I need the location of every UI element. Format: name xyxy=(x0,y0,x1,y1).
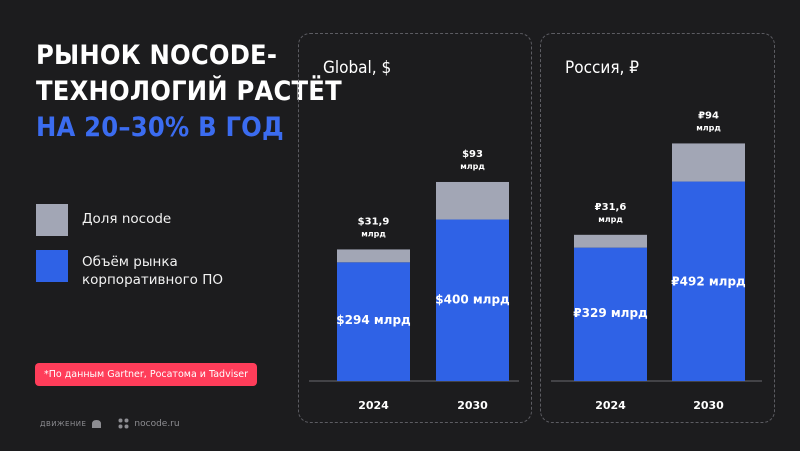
source-badge: *По данным Gartner, Росатома и Tadviser xyxy=(35,363,258,386)
chart-panel-russia: Россия, ₽ ₽329 млрд ₽31,6 млрд 2024 ₽492 млр… xyxy=(540,33,775,423)
bar-nocode-2030 xyxy=(672,143,745,182)
legend-item-nocode: Доля nocode xyxy=(36,204,252,236)
chart-title-global: Global, $ xyxy=(323,58,392,78)
bar-nocode-2030 xyxy=(436,181,509,220)
data-label-market-2030: $400 млрд xyxy=(435,292,510,306)
tick-label-2030: 2030 xyxy=(693,399,724,412)
bar-market-2030 xyxy=(672,181,745,381)
nocode-wordmark: nocode.ru xyxy=(134,418,180,429)
footer-logo-dvizhenie: ДВИЖЕНИЕ xyxy=(40,419,102,429)
legend-label-nocode: Доля nocode xyxy=(82,211,172,227)
chart-global: $294 млрд $31,9 млрд 2024 $400 млрд $93 млрд 20… xyxy=(309,149,519,412)
data-label-nocode-2024: $31,9 млрд xyxy=(358,216,390,238)
bar-nocode-2024 xyxy=(337,249,410,263)
data-label-nocode-2024: ₽31,6 млрд xyxy=(595,202,627,224)
title-line-2: ТЕХНОЛОГИЙ РАСТЁТ xyxy=(36,76,342,107)
legend-swatch-market xyxy=(36,250,68,282)
bar-market-2024 xyxy=(337,262,410,381)
legend-swatch-nocode xyxy=(36,204,68,236)
chart-russia: ₽329 млрд ₽31,6 млрд 2024 ₽492 млрд ₽94 млрд 20… xyxy=(551,110,762,412)
title-line-3: НА 20–30% В ГОД xyxy=(36,112,284,143)
bar-market-2024 xyxy=(574,247,647,381)
legend-label-market: Объём рынка корпоративного ПО xyxy=(82,254,224,288)
data-label-market-2030: ₽492 млрд xyxy=(671,274,746,288)
dvizhenie-logo-icon xyxy=(92,419,102,428)
tick-label-2024: 2024 xyxy=(358,399,389,412)
data-label-market-2024: $294 млрд xyxy=(336,313,411,327)
chart-title-russia: Россия, ₽ xyxy=(565,58,639,78)
bar-nocode-2024 xyxy=(574,234,647,248)
bar-market-2030 xyxy=(436,219,509,381)
data-label-nocode-2030: $93 млрд xyxy=(460,149,485,171)
footer: ДВИЖЕНИЕ nocode.ru xyxy=(40,418,180,429)
legend-item-market: Объём рынка корпоративного ПО xyxy=(36,250,252,289)
chart-panel-global: Global, $ $294 млрд $31,9 млрд 2024 $400 млр… xyxy=(298,33,532,423)
data-label-nocode-2030: ₽94 млрд xyxy=(696,110,721,132)
tick-label-2024: 2024 xyxy=(595,399,626,412)
dvizhenie-wordmark: ДВИЖЕНИЕ xyxy=(40,419,87,428)
tick-label-2030: 2030 xyxy=(457,399,488,412)
title-line-1: РЫНОК NOCODE- xyxy=(36,40,278,71)
data-label-market-2024: ₽329 млрд xyxy=(573,306,648,320)
legend: Доля nocode Объём рынка корпоративного П… xyxy=(36,204,252,303)
nocode-logo-icon xyxy=(118,418,129,429)
footer-logo-nocode: nocode.ru xyxy=(118,418,180,429)
page-title: РЫНОК NOCODE- ТЕХНОЛОГИЙ РАСТЁТ НА 20–30… xyxy=(36,38,342,146)
